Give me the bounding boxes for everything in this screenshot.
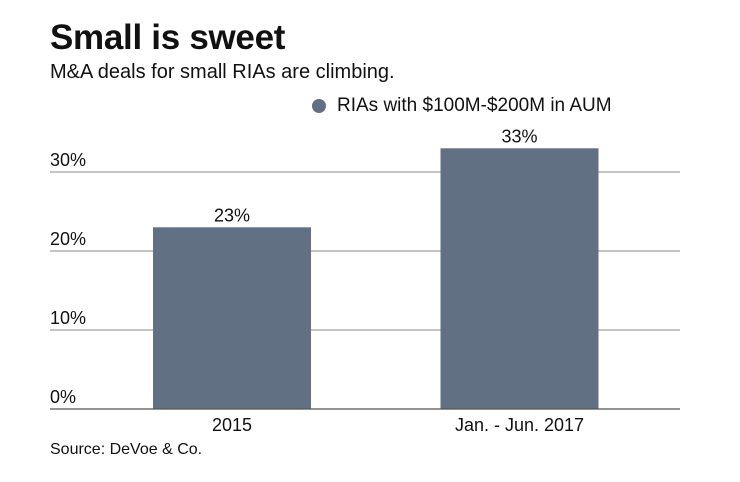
bar [153, 227, 311, 409]
x-tick-label: Jan. - Jun. 2017 [455, 415, 584, 435]
x-tick-label: 2015 [212, 415, 252, 435]
legend: RIAs with $100M-$200M in AUM [312, 95, 612, 117]
legend-label: RIAs with $100M-$200M in AUM [337, 95, 612, 116]
chart-title: Small is sweet [50, 18, 286, 57]
data-label: 23% [214, 205, 250, 225]
data-label: 33% [501, 126, 537, 146]
y-tick-label: 20% [50, 229, 86, 249]
legend-marker [312, 99, 326, 113]
source-note: Source: DeVoe & Co. [50, 441, 203, 458]
bar [440, 148, 599, 410]
y-tick-label: 30% [50, 150, 86, 170]
y-tick-label: 0% [50, 387, 76, 407]
y-tick-label: 10% [50, 308, 86, 328]
chart-subtitle: M&A deals for small RIAs are climbing. [50, 61, 395, 83]
